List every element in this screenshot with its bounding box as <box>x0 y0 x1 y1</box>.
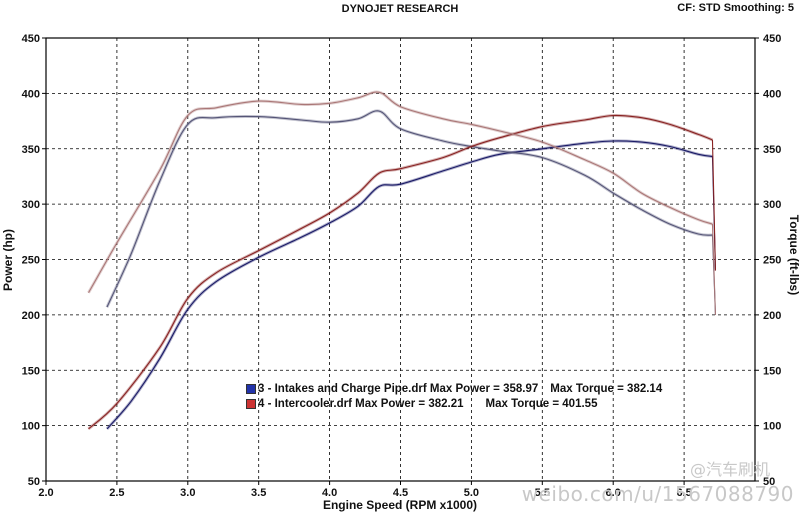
y-tick-label-right: 450 <box>763 33 781 45</box>
legend-label: 4 - Intercooler.drf Max Power = 382.21 <box>258 397 464 410</box>
x-tick-label: 4.5 <box>393 487 408 499</box>
axes: 50 50 100 100 150 150 200 200 250 250 300 300 350 350… <box>22 33 782 499</box>
y-tick-label-right: 200 <box>763 310 781 322</box>
watermark-url: weibo.com/u/1567088790 <box>521 482 794 506</box>
y-tick-label-right: 300 <box>763 199 781 211</box>
y-axis-label-right: Torque (ft-lbs) <box>787 215 800 295</box>
y-tick-label-left: 250 <box>22 255 40 267</box>
y-tick-label-right: 50 <box>763 476 775 488</box>
x-tick-label: 2.5 <box>109 487 124 499</box>
series-line-torque <box>88 91 713 293</box>
y-tick-label-left: 350 <box>22 144 40 156</box>
legend-max-torque: Max Torque = 401.55 <box>485 397 598 410</box>
legend-swatch <box>246 398 256 409</box>
watermark-handle: @汽车刷机 <box>690 460 771 479</box>
legend-entry-run3: 3 - Intakes and Charge Pipe.drf Max Powe… <box>246 381 662 396</box>
legend: 3 - Intakes and Charge Pipe.drf Max Powe… <box>246 381 662 411</box>
legend-entry-run4: 4 - Intercooler.drf Max Power = 382.21 M… <box>246 396 662 411</box>
dyno-settings-label: CF: STD Smoothing: 5 <box>677 2 794 14</box>
y-tick-label-left: 200 <box>22 310 40 322</box>
series-end-drop <box>711 139 717 271</box>
grid <box>46 38 755 481</box>
legend-label: 3 - Intakes and Charge Pipe.drf Max Powe… <box>258 382 539 395</box>
y-tick-label-right: 150 <box>763 365 781 377</box>
x-tick-label: 3.5 <box>251 487 266 499</box>
series-line-torque <box>106 110 713 308</box>
y-tick-label-right: 250 <box>763 255 781 267</box>
y-tick-label-right: 100 <box>763 421 781 433</box>
y-tick-label-right: 350 <box>763 144 781 156</box>
series-line-power <box>88 114 713 430</box>
chart-title: DYNOJET RESEARCH <box>341 3 459 15</box>
legend-swatch <box>246 383 256 394</box>
y-tick-label-left: 50 <box>28 476 40 488</box>
y-tick-label-left: 100 <box>22 421 40 433</box>
x-tick-label: 4.0 <box>322 487 337 499</box>
y-tick-label-right: 400 <box>763 88 781 100</box>
legend-max-torque: Max Torque = 382.14 <box>550 382 663 395</box>
series-line-power <box>106 140 713 430</box>
y-tick-label-left: 150 <box>22 365 40 377</box>
x-tick-label: 6.0 <box>606 487 621 499</box>
series-end-drop <box>711 224 717 315</box>
x-tick-label: 3.0 <box>180 487 195 499</box>
x-tick-label: 2.0 <box>38 487 53 499</box>
y-tick-label-left: 450 <box>22 33 40 45</box>
y-axis-label-left: Power (hp) <box>1 229 15 291</box>
series-lines <box>87 90 717 431</box>
x-axis-label: Engine Speed (RPM x1000) <box>323 498 477 512</box>
y-tick-label-left: 400 <box>22 88 40 100</box>
x-tick-label: 5.5 <box>535 487 550 499</box>
x-tick-label: 6.5 <box>676 487 691 499</box>
y-tick-label-left: 300 <box>22 199 40 211</box>
x-tick-label: 5.0 <box>464 487 479 499</box>
